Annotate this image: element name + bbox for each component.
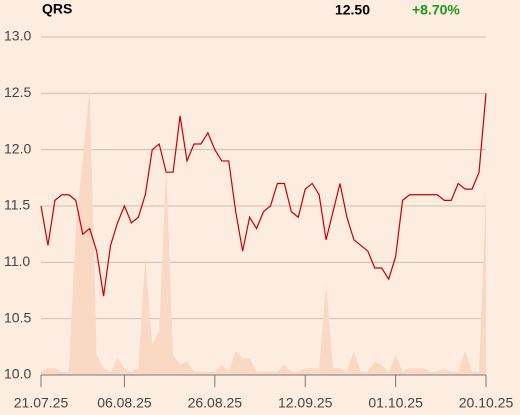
- volume-area: [41, 87, 486, 375]
- price: 12.50: [335, 2, 370, 18]
- symbol: QRS: [42, 1, 72, 17]
- x-tick-label: 21.07.25: [14, 395, 69, 411]
- y-tick-label: 10.5: [4, 309, 31, 325]
- y-tick-label: 11.5: [4, 197, 30, 213]
- x-tick-label: 20.10.25: [459, 395, 514, 411]
- y-tick-label: 11.0: [4, 253, 30, 269]
- y-tick-label: 10.0: [4, 366, 31, 382]
- price-line: [40, 93, 487, 297]
- x-tick-label: 12.09.25: [278, 395, 333, 411]
- y-tick-label: 12.5: [4, 84, 31, 100]
- x-tick-label: 26.08.25: [188, 395, 243, 411]
- x-tick-label: 06.08.25: [97, 395, 152, 411]
- y-tick-label: 12.0: [4, 140, 31, 156]
- change: +8.70%: [412, 2, 460, 18]
- y-tick-label: 13.0: [4, 28, 31, 44]
- x-tick-label: 01.10.25: [368, 395, 423, 411]
